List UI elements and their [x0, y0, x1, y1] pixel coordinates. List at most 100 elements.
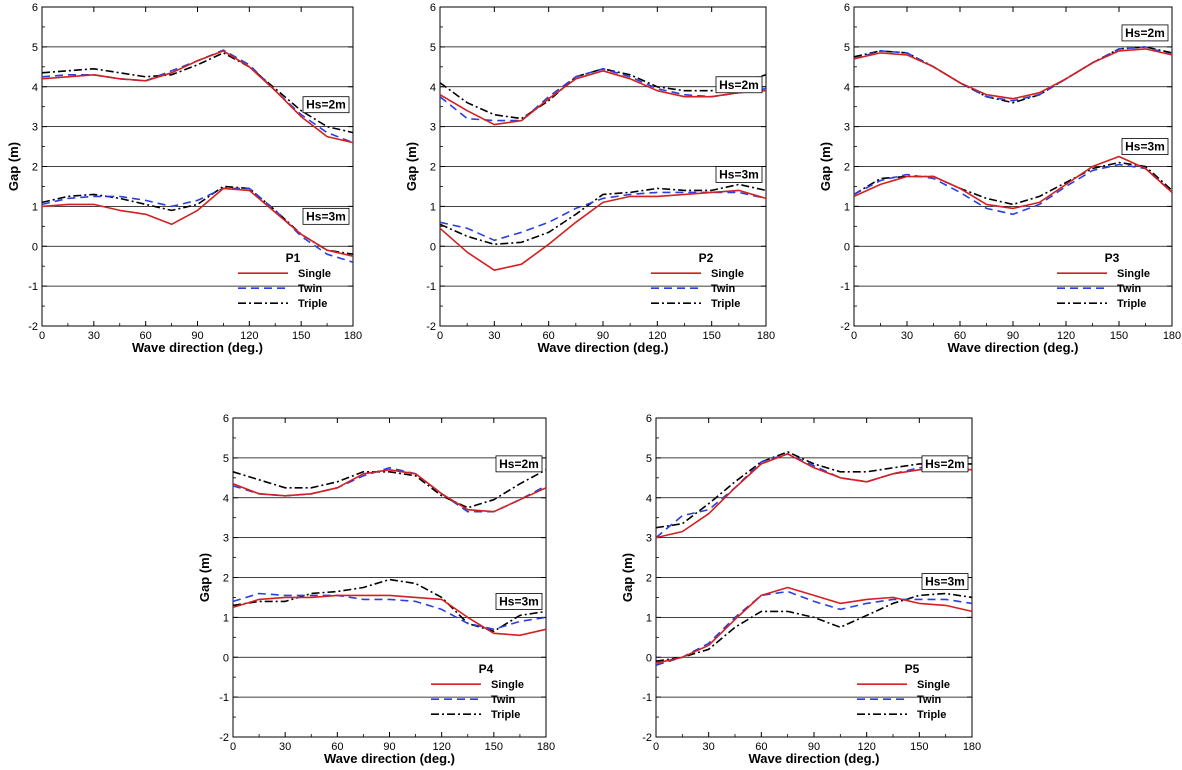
series-line-single-hs3m: [41, 187, 354, 257]
x-tick-label: 0: [230, 741, 236, 753]
y-tick-label: 5: [223, 453, 229, 465]
x-tick-label: 0: [653, 741, 659, 753]
x-tick-label: 0: [851, 330, 857, 342]
hs-label-text: Hs=3m: [1125, 140, 1165, 154]
y-tick-label: -2: [426, 321, 436, 333]
y-tick-label: 6: [646, 413, 652, 425]
y-axis-title: Gap (m): [404, 142, 419, 191]
y-tick-label: 1: [32, 201, 38, 213]
hs-label-box: [1121, 24, 1169, 42]
hs-label-text: Hs=3m: [499, 594, 539, 608]
x-tick-label: 30: [703, 741, 715, 753]
hs-label-box: [921, 573, 969, 590]
hs-label-text: Hs=2m: [499, 457, 539, 471]
x-tick-label: 90: [808, 741, 820, 753]
hs-label-box: [302, 96, 350, 114]
y-tick-label: -2: [28, 321, 38, 333]
y-tick-label: -1: [642, 692, 652, 704]
x-tick-label: 150: [292, 330, 310, 342]
x-tick-label: 90: [383, 741, 395, 753]
y-tick-label: -1: [426, 281, 436, 293]
x-tick-label: 180: [963, 741, 981, 753]
x-tick-label: 60: [331, 741, 343, 753]
legend-label-twin: Twin: [1117, 283, 1142, 295]
hs-label-2m: Hs=2m: [921, 455, 969, 473]
hs-label-text: Hs=2m: [1125, 26, 1165, 40]
legend-label-twin: Twin: [917, 694, 942, 706]
series-line-triple-hs3m: [655, 592, 973, 662]
y-tick-label: 3: [646, 533, 652, 545]
hs-label-3m: Hs=3m: [1121, 138, 1169, 155]
panel-label: P2: [699, 251, 714, 265]
series-line-twin-hs2m: [853, 46, 1173, 102]
y-tick-label: 0: [646, 652, 652, 664]
x-axis-title: Wave direction (deg.): [749, 751, 880, 766]
legend-label-twin: Twin: [298, 283, 323, 295]
legend-label-triple: Triple: [1117, 298, 1146, 310]
legend-label-single: Single: [491, 679, 524, 691]
series-line-single-hs2m: [853, 48, 1173, 100]
panel-label: P5: [905, 662, 920, 676]
hs-label-box: [495, 455, 543, 473]
y-tick-label: 6: [32, 2, 38, 14]
panel-label: P4: [479, 662, 494, 676]
legend-label-single: Single: [711, 268, 744, 280]
y-tick-label: 0: [32, 241, 38, 253]
series-line-triple-hs3m: [853, 161, 1173, 206]
series-line-single-hs2m: [232, 468, 547, 513]
hs-label-text: Hs=2m: [306, 98, 346, 112]
hs-label-box: [715, 166, 763, 183]
y-axis-title: Gap (m): [6, 142, 21, 191]
x-tick-label: 30: [901, 330, 913, 342]
x-tick-label: 60: [140, 330, 152, 342]
hs-label-text: Hs=3m: [719, 167, 759, 181]
hs-label-text: Hs=2m: [719, 78, 759, 92]
x-tick-label: 120: [1057, 330, 1075, 342]
series-line-triple-hs3m: [439, 183, 767, 246]
x-tick-label: 120: [432, 741, 450, 753]
series-line-twin-hs3m: [232, 592, 547, 631]
y-axis-title: Gap (m): [818, 142, 833, 191]
x-tick-label: 150: [702, 330, 720, 342]
series-line-single-hs3m: [853, 155, 1173, 210]
legend-label-triple: Triple: [711, 298, 740, 310]
series-line-twin-hs3m: [41, 187, 354, 263]
series-line-triple-hs2m: [41, 52, 354, 134]
x-tick-label: 120: [240, 330, 258, 342]
x-tick-label: 180: [344, 330, 362, 342]
hs-label-text: Hs=3m: [306, 209, 346, 223]
y-axis-title: Gap (m): [620, 553, 635, 602]
y-tick-label: 0: [430, 241, 436, 253]
legend-label-single: Single: [298, 268, 331, 280]
x-tick-label: 120: [857, 741, 875, 753]
y-tick-label: 4: [646, 493, 652, 505]
y-tick-label: 5: [32, 42, 38, 54]
legend-label-twin: Twin: [711, 283, 736, 295]
y-tick-label: 4: [844, 82, 850, 94]
y-tick-label: -2: [840, 321, 850, 333]
y-tick-label: 2: [646, 573, 652, 585]
x-tick-label: 150: [485, 741, 503, 753]
hs-label-box: [921, 455, 969, 473]
hs-label-3m: Hs=3m: [302, 207, 350, 225]
y-tick-label: 3: [223, 533, 229, 545]
y-tick-label: -1: [219, 692, 229, 704]
hs-label-2m: Hs=2m: [302, 96, 350, 114]
hs-label-text: Hs=3m: [925, 574, 965, 588]
y-tick-label: 1: [844, 201, 850, 213]
hs-label-3m: Hs=3m: [715, 166, 763, 183]
y-tick-label: 4: [32, 82, 38, 94]
x-tick-label: 0: [437, 330, 443, 342]
legend-label-triple: Triple: [917, 709, 946, 721]
y-tick-label: -2: [642, 732, 652, 744]
panel-label: P1: [286, 251, 301, 265]
hs-label-2m: Hs=2m: [495, 455, 543, 473]
y-tick-label: 2: [430, 162, 436, 174]
